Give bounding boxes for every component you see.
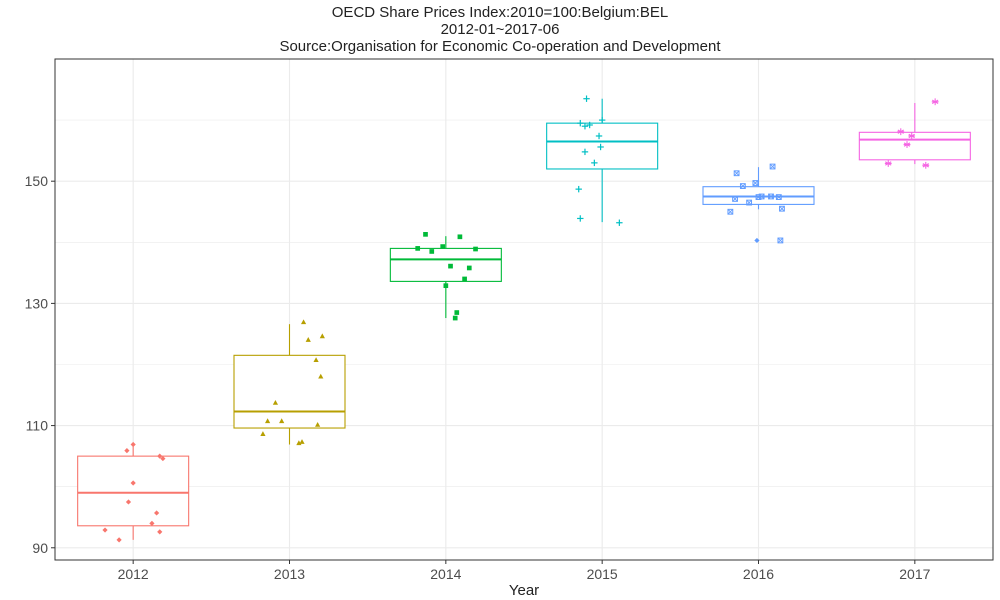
- axis-ticks: 90 110 130 150 2012 2013 2014 2015 2016 2017: [25, 173, 931, 582]
- boxplots: [77, 98, 971, 540]
- data-point: [616, 219, 623, 226]
- data-point: [116, 537, 122, 543]
- data-point: [443, 283, 449, 289]
- y-tick-label: 130: [25, 295, 49, 311]
- data-point: [157, 453, 163, 459]
- data-point: [583, 95, 590, 102]
- x-axis-title: Year: [509, 582, 539, 599]
- boxplot-2016: [702, 167, 815, 210]
- data-point: [272, 399, 279, 405]
- data-point: [466, 265, 472, 271]
- data-point: [581, 148, 589, 156]
- data-point: [154, 510, 160, 516]
- data-point: [429, 249, 435, 254]
- data-point: [149, 520, 155, 526]
- chart-source: Source:Organisation for Economic Co-oper…: [279, 38, 721, 55]
- data-point: [754, 237, 760, 244]
- data-point: [577, 215, 584, 222]
- data-point: [775, 194, 782, 200]
- data-point: [727, 208, 734, 215]
- data-point: [732, 196, 738, 202]
- data-point: [265, 418, 271, 424]
- data-point: [884, 160, 892, 167]
- x-tick-label: 2015: [587, 566, 618, 582]
- data-point: [595, 132, 603, 140]
- data-point: [299, 439, 305, 444]
- box-iqr: [233, 354, 346, 429]
- data-point: [752, 180, 759, 186]
- data-points: [102, 95, 939, 543]
- data-point: [897, 128, 905, 136]
- data-point: [440, 244, 446, 249]
- boxplot-2015: [546, 98, 659, 223]
- data-point: [581, 123, 589, 130]
- grid-lines: [55, 58, 993, 560]
- data-point: [908, 132, 916, 140]
- boxplot-2014: [389, 236, 502, 319]
- data-point: [157, 529, 163, 535]
- data-point: [591, 159, 598, 167]
- plot-panel-border: [54, 58, 994, 561]
- box-iqr: [546, 122, 659, 170]
- data-point: [160, 455, 166, 462]
- data-point: [779, 205, 785, 212]
- data-point: [318, 373, 324, 379]
- y-tick-label: 90: [32, 540, 48, 556]
- data-point: [903, 141, 911, 148]
- data-point: [305, 337, 311, 342]
- data-point: [768, 193, 774, 200]
- x-tick-label: 2016: [743, 566, 774, 582]
- data-point: [452, 315, 458, 321]
- x-tick-label: 2014: [430, 566, 461, 582]
- y-tick-label: 150: [25, 173, 49, 189]
- data-point: [448, 263, 453, 269]
- chart-titles: OECD Share Prices Index:2010=100:Belgium…: [0, 4, 1000, 55]
- data-point: [769, 163, 776, 170]
- data-point: [130, 480, 136, 486]
- box-iqr: [858, 131, 971, 161]
- x-tick-label: 2013: [274, 566, 305, 582]
- box-iqr: [389, 247, 502, 282]
- data-point: [300, 319, 307, 325]
- boxplot-2012: [77, 446, 190, 540]
- data-point: [457, 234, 463, 240]
- data-point: [597, 143, 604, 151]
- data-point: [577, 119, 584, 127]
- chart-title: OECD Share Prices Index:2010=100:Belgium…: [331, 4, 669, 21]
- data-point: [746, 199, 753, 206]
- data-point: [319, 333, 325, 339]
- data-point: [415, 246, 421, 251]
- data-point: [102, 527, 108, 533]
- data-point: [313, 357, 319, 363]
- boxplot-2013: [233, 324, 346, 445]
- chart-subtitle: 2012-01~2017-06: [440, 21, 560, 38]
- data-point: [586, 121, 593, 129]
- data-point: [777, 237, 784, 244]
- data-point: [296, 440, 302, 446]
- data-point: [922, 161, 930, 169]
- data-point: [315, 421, 321, 427]
- data-point: [260, 431, 266, 436]
- data-point: [758, 193, 765, 200]
- data-point: [125, 499, 132, 505]
- data-point: [575, 185, 582, 193]
- data-point: [462, 276, 467, 282]
- data-point: [473, 246, 478, 252]
- data-point: [423, 232, 428, 237]
- data-point: [739, 183, 746, 189]
- x-tick-label: 2017: [899, 566, 930, 582]
- data-point: [733, 170, 740, 177]
- boxplot-2017: [858, 102, 971, 165]
- data-point: [279, 418, 285, 424]
- data-point: [454, 310, 460, 315]
- data-point: [124, 448, 130, 454]
- x-tick-label: 2012: [118, 566, 149, 582]
- data-point: [130, 441, 136, 448]
- data-point: [931, 98, 939, 106]
- y-tick-label: 110: [26, 418, 49, 434]
- data-point: [598, 116, 606, 124]
- box-iqr: [77, 455, 190, 527]
